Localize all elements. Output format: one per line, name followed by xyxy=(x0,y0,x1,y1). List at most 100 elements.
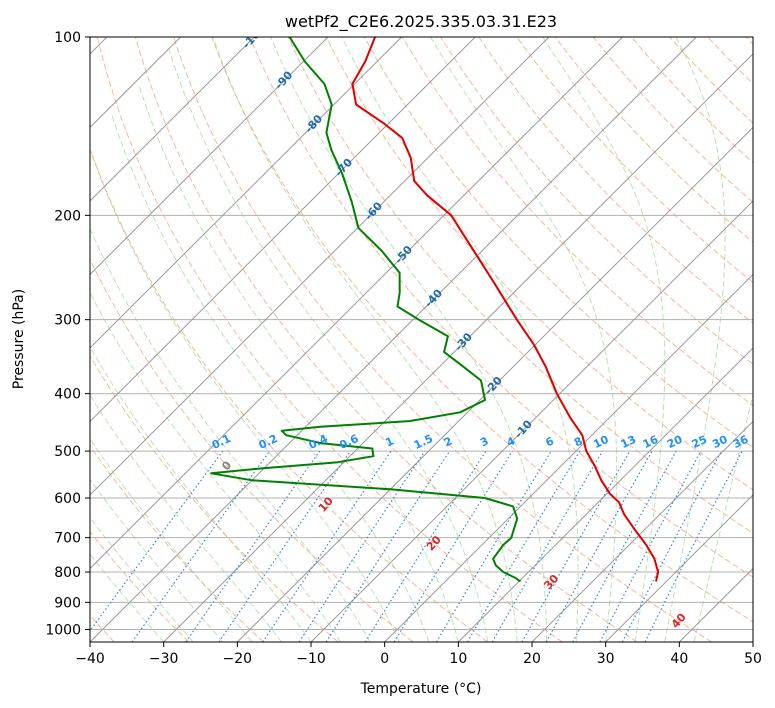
mixing-ratio-line xyxy=(466,450,581,642)
mixing-ratio-label: 6 xyxy=(544,434,557,449)
mixing-ratio-label: 30 xyxy=(710,433,730,451)
mixing-ratio-line xyxy=(644,450,743,642)
isotherm-line xyxy=(752,641,753,642)
moist-adiabat-line xyxy=(693,392,753,642)
dry-adiabat-line xyxy=(90,355,339,642)
x-tick-label: −10 xyxy=(296,651,326,667)
isotherm-line xyxy=(310,200,753,642)
dry-adiabat-line xyxy=(249,37,753,578)
mixing-ratio-line xyxy=(325,450,451,642)
x-tick-label: 30 xyxy=(597,651,615,667)
dry-adiabat-line xyxy=(669,37,753,124)
isotherm-line xyxy=(90,37,697,642)
mixing-ratio-line xyxy=(298,450,426,642)
moist-adiabat-line xyxy=(138,83,459,642)
y-tick-label: 500 xyxy=(54,444,81,460)
dry-adiabat-line xyxy=(90,445,264,642)
isotherm-line xyxy=(678,567,753,642)
dry-adiabat-line xyxy=(134,37,638,642)
dry-adiabat-line xyxy=(745,37,753,45)
mixing-ratio-label: 1 xyxy=(383,434,395,449)
mixing-ratio-line xyxy=(599,450,702,642)
y-tick-label: 600 xyxy=(54,491,81,507)
moist-adiabat-line xyxy=(168,49,489,642)
moist-adiabat-line xyxy=(90,516,194,642)
isotherm-line xyxy=(457,347,753,642)
isotherm-line xyxy=(90,37,623,570)
dry-adiabat-line xyxy=(325,37,753,491)
x-tick-label: 0 xyxy=(380,651,389,667)
mixing-ratio-label: 0.1 xyxy=(210,432,233,452)
mixing-ratio-label: 3 xyxy=(478,434,490,449)
dry-adiabat-line xyxy=(90,258,414,642)
moist-adiabat-line xyxy=(90,227,371,642)
moist-adiabat-line xyxy=(90,553,165,642)
dry-adiabat-line xyxy=(440,37,753,365)
isotherm-line xyxy=(90,37,476,423)
mixing-ratio-label: 16 xyxy=(641,433,661,451)
x-tick-label: −20 xyxy=(223,651,253,667)
temperature-profile-line xyxy=(351,37,660,582)
isotherm-line xyxy=(163,53,753,642)
mixing-ratio-label: 13 xyxy=(619,433,638,451)
moist-adiabat-line xyxy=(90,346,312,642)
y-tick-label: 400 xyxy=(54,387,81,403)
y-tick-label: 200 xyxy=(54,208,81,224)
mixing-ratio-label: 25 xyxy=(690,433,709,451)
isotherm-line xyxy=(605,494,753,642)
dry-adiabat-line xyxy=(478,37,753,324)
y-tick-label: 800 xyxy=(54,565,81,581)
isotherm-line xyxy=(90,37,402,349)
mixing-ratio-line xyxy=(364,450,487,642)
isotherm-line xyxy=(384,273,753,642)
isotherm-line xyxy=(90,37,550,496)
sounding-series xyxy=(210,37,660,583)
y-tick-label: 1000 xyxy=(45,622,81,638)
moist-adiabat-line xyxy=(664,37,726,642)
mixing-ratio-label: 10 xyxy=(591,433,611,451)
isotherm-line xyxy=(90,37,255,202)
isotherm-line xyxy=(531,420,753,642)
moist-adiabat-line xyxy=(90,394,282,642)
moist-adiabat-line xyxy=(90,437,253,642)
y-tick-label: 700 xyxy=(54,531,81,547)
dry-adiabat-line xyxy=(402,37,753,406)
y-tick-label: 300 xyxy=(54,313,81,329)
dry-adiabat-label: 30 xyxy=(541,572,561,592)
mixing-ratio-label: 0.4 xyxy=(307,432,330,452)
x-tick-label: 10 xyxy=(449,651,467,667)
y-tick-label: 100 xyxy=(54,30,81,46)
dry-adiabat-line xyxy=(211,37,753,623)
dry-adiabat-line xyxy=(90,530,190,642)
mixing-ratio-line xyxy=(393,450,513,642)
dry-adiabat-line xyxy=(592,37,753,203)
mixing-ratio-line xyxy=(262,450,392,642)
mixing-ratio-line xyxy=(521,450,631,642)
isotherm-gridlines xyxy=(90,37,753,642)
dry-adiabat-line xyxy=(90,147,488,642)
moist-adiabat-line xyxy=(90,291,341,642)
moist-adiabat-line xyxy=(341,37,579,642)
mixing-ratio-line xyxy=(90,450,224,632)
isotherm-line xyxy=(236,126,753,642)
dewpoint-profile-line xyxy=(210,37,521,583)
mixing-ratio-line xyxy=(131,450,271,642)
dry-adiabat-label: 40 xyxy=(669,611,689,631)
moist-adiabat-line xyxy=(212,37,518,642)
isotherm-line xyxy=(90,37,329,276)
mixing-ratio-line xyxy=(545,450,653,642)
mixing-ratio-line xyxy=(218,450,351,642)
mixing-ratio-line xyxy=(435,450,552,642)
y-axis-title: Pressure (hPa) xyxy=(11,289,27,389)
y-axis: 100 200 300 400 500 600 700 800 900 1000 xyxy=(45,30,90,638)
y-tick-label: 900 xyxy=(54,595,81,611)
isobar-gridlines xyxy=(90,37,753,630)
x-tick-label: −30 xyxy=(149,651,179,667)
dry-adiabat-label: 20 xyxy=(424,533,444,553)
mixing-ratio-line xyxy=(572,450,677,642)
dry-adiabat-line xyxy=(516,37,753,284)
x-tick-label: 50 xyxy=(744,651,762,667)
mixing-ratio-label: 20 xyxy=(665,433,685,451)
plot-area: 0.1 0.2 0.4 0.6 1 1.5 2 3 4 6 8 10 13 16 20 25 30 36-100-… xyxy=(90,37,753,642)
